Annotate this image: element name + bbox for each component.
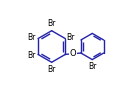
Text: Br: Br: [47, 65, 56, 74]
Text: Br: Br: [88, 62, 96, 71]
Text: O: O: [70, 49, 76, 58]
Text: Br: Br: [27, 51, 35, 60]
Text: Br: Br: [67, 33, 75, 42]
Text: Br: Br: [47, 19, 56, 28]
Text: Br: Br: [27, 33, 35, 42]
